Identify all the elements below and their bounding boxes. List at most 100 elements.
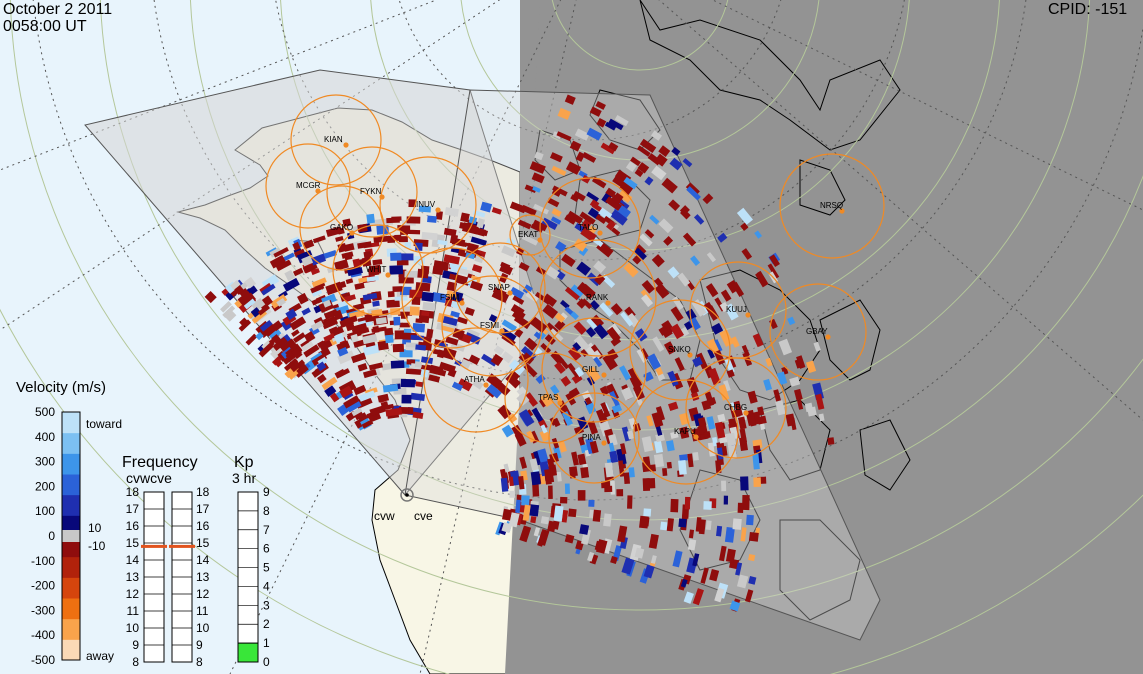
- scatter-cell: [623, 176, 638, 190]
- scatter-cell: [747, 390, 758, 404]
- scatter-cell: [420, 364, 433, 371]
- scatter-cell: [457, 378, 473, 392]
- scatter-cell: [753, 477, 762, 487]
- scatter-cell: [445, 336, 459, 346]
- frequency-bars: 18 18 17 17 16 16 15 15 14 14 13 13 12 12 11 11 10 10 9 9 8 8: [126, 485, 210, 669]
- scatter-cell: [357, 316, 368, 323]
- scatter-cell: [310, 283, 325, 294]
- scatter-cell: [718, 384, 730, 401]
- scatter-cell: [678, 459, 687, 475]
- station-label-kapu: KAPU: [674, 427, 696, 436]
- scatter-cell: [748, 554, 756, 562]
- scatter-cell: [519, 456, 528, 469]
- station-label-nrsq: NRSQ: [820, 201, 843, 210]
- velocity-legend: Velocity (m/s) 500 400 300 200 100 0 -100 -200 -…: [16, 379, 122, 667]
- scatter-cell: [474, 254, 484, 264]
- scatter-cell: [270, 346, 285, 361]
- scatter-cell: [354, 282, 365, 290]
- scatter-cell: [680, 208, 691, 220]
- scatter-cell: [600, 402, 611, 418]
- scatter-cell: [301, 255, 314, 267]
- scatter-cell: [731, 281, 745, 297]
- scatter-cell: [410, 392, 426, 401]
- scatter-cell: [700, 567, 709, 584]
- scatter-cell: [669, 157, 683, 171]
- scatter-cell: [392, 343, 405, 353]
- scatter-cell: [614, 114, 629, 127]
- scatter-cell: [521, 495, 530, 506]
- scatter-cell: [533, 527, 541, 537]
- scatter-cell: [524, 392, 539, 407]
- scatter-cell: [804, 402, 814, 413]
- frequency-tick-left: 16: [126, 519, 140, 533]
- scatter-cell: [686, 186, 701, 201]
- scatter-cell: [641, 294, 654, 308]
- scatter-cell: [692, 553, 700, 567]
- scatter-cell: [470, 226, 486, 237]
- scatter-cell: [272, 336, 288, 351]
- scatter-cell: [651, 411, 664, 428]
- scatter-cell: [665, 440, 675, 452]
- velocity-neg-threshold: -10: [88, 539, 106, 553]
- station-circles: [265, 94, 885, 485]
- scatter-cell: [589, 300, 600, 311]
- station-dot: [745, 312, 751, 318]
- scatter-cell: [654, 440, 664, 454]
- scatter-cell: [636, 145, 651, 157]
- station-dot: [459, 300, 465, 306]
- scatter-cell: [595, 539, 608, 554]
- scatter-cell: [785, 413, 796, 427]
- scatter-cell: [575, 151, 586, 162]
- scatter-cell: [655, 433, 665, 443]
- scatter-cell: [323, 332, 337, 342]
- scatter-cell: [351, 352, 367, 364]
- scatter-cell: [443, 227, 457, 237]
- scatter-cell: [706, 252, 717, 263]
- kp-tick-label: 1: [263, 636, 270, 650]
- scatter-cell: [658, 218, 674, 234]
- kp-tick-label: 8: [263, 504, 270, 518]
- scatter-cell: [670, 306, 684, 322]
- station-label-atha: ATHA: [464, 375, 485, 384]
- scatter-cell: [333, 309, 344, 321]
- scatter-cell: [269, 247, 282, 258]
- scatter-cell: [544, 334, 556, 346]
- scatter-cell: [285, 308, 298, 321]
- scatter-cell: [518, 261, 530, 272]
- scatter-cell: [435, 210, 443, 220]
- scatter-cell: [690, 255, 701, 266]
- scatter-cell: [531, 172, 545, 184]
- station-dot: [605, 300, 611, 306]
- scatter-cell: [736, 574, 749, 589]
- scatter-cell: [357, 241, 372, 249]
- scatter-cell: [576, 261, 592, 276]
- scatter-cell: [268, 328, 282, 341]
- velocity-pos-threshold: 10: [88, 521, 102, 535]
- scatter-cell: [683, 591, 694, 604]
- scatter-cell: [618, 189, 633, 204]
- station-label-ekat: EKAT: [518, 230, 538, 239]
- scatter-cell: [329, 392, 340, 403]
- scatter-cell: [692, 451, 699, 461]
- scatter-cell: [403, 328, 412, 334]
- scatter-cell: [566, 210, 584, 225]
- velocity-color-swatch: [62, 494, 80, 516]
- scatter-cell: [580, 466, 590, 479]
- scatter-cell: [561, 253, 576, 267]
- scatter-cell: [658, 325, 669, 336]
- scatter-cell: [709, 396, 717, 405]
- scatter-cell: [719, 545, 727, 562]
- scatter-cell: [589, 199, 600, 209]
- scatter-cell: [667, 370, 679, 387]
- velocity-tick-label: -200: [31, 579, 55, 593]
- scatter-cell: [352, 258, 361, 269]
- scatter-cell: [420, 356, 434, 364]
- scatter-cell: [668, 199, 681, 212]
- scatter-cell: [551, 165, 567, 177]
- station-circle: [441, 275, 543, 377]
- scatter-cell: [283, 358, 299, 372]
- scatter-cell: [486, 373, 503, 389]
- scatter-cell: [345, 278, 354, 285]
- scatter-cell: [491, 288, 510, 304]
